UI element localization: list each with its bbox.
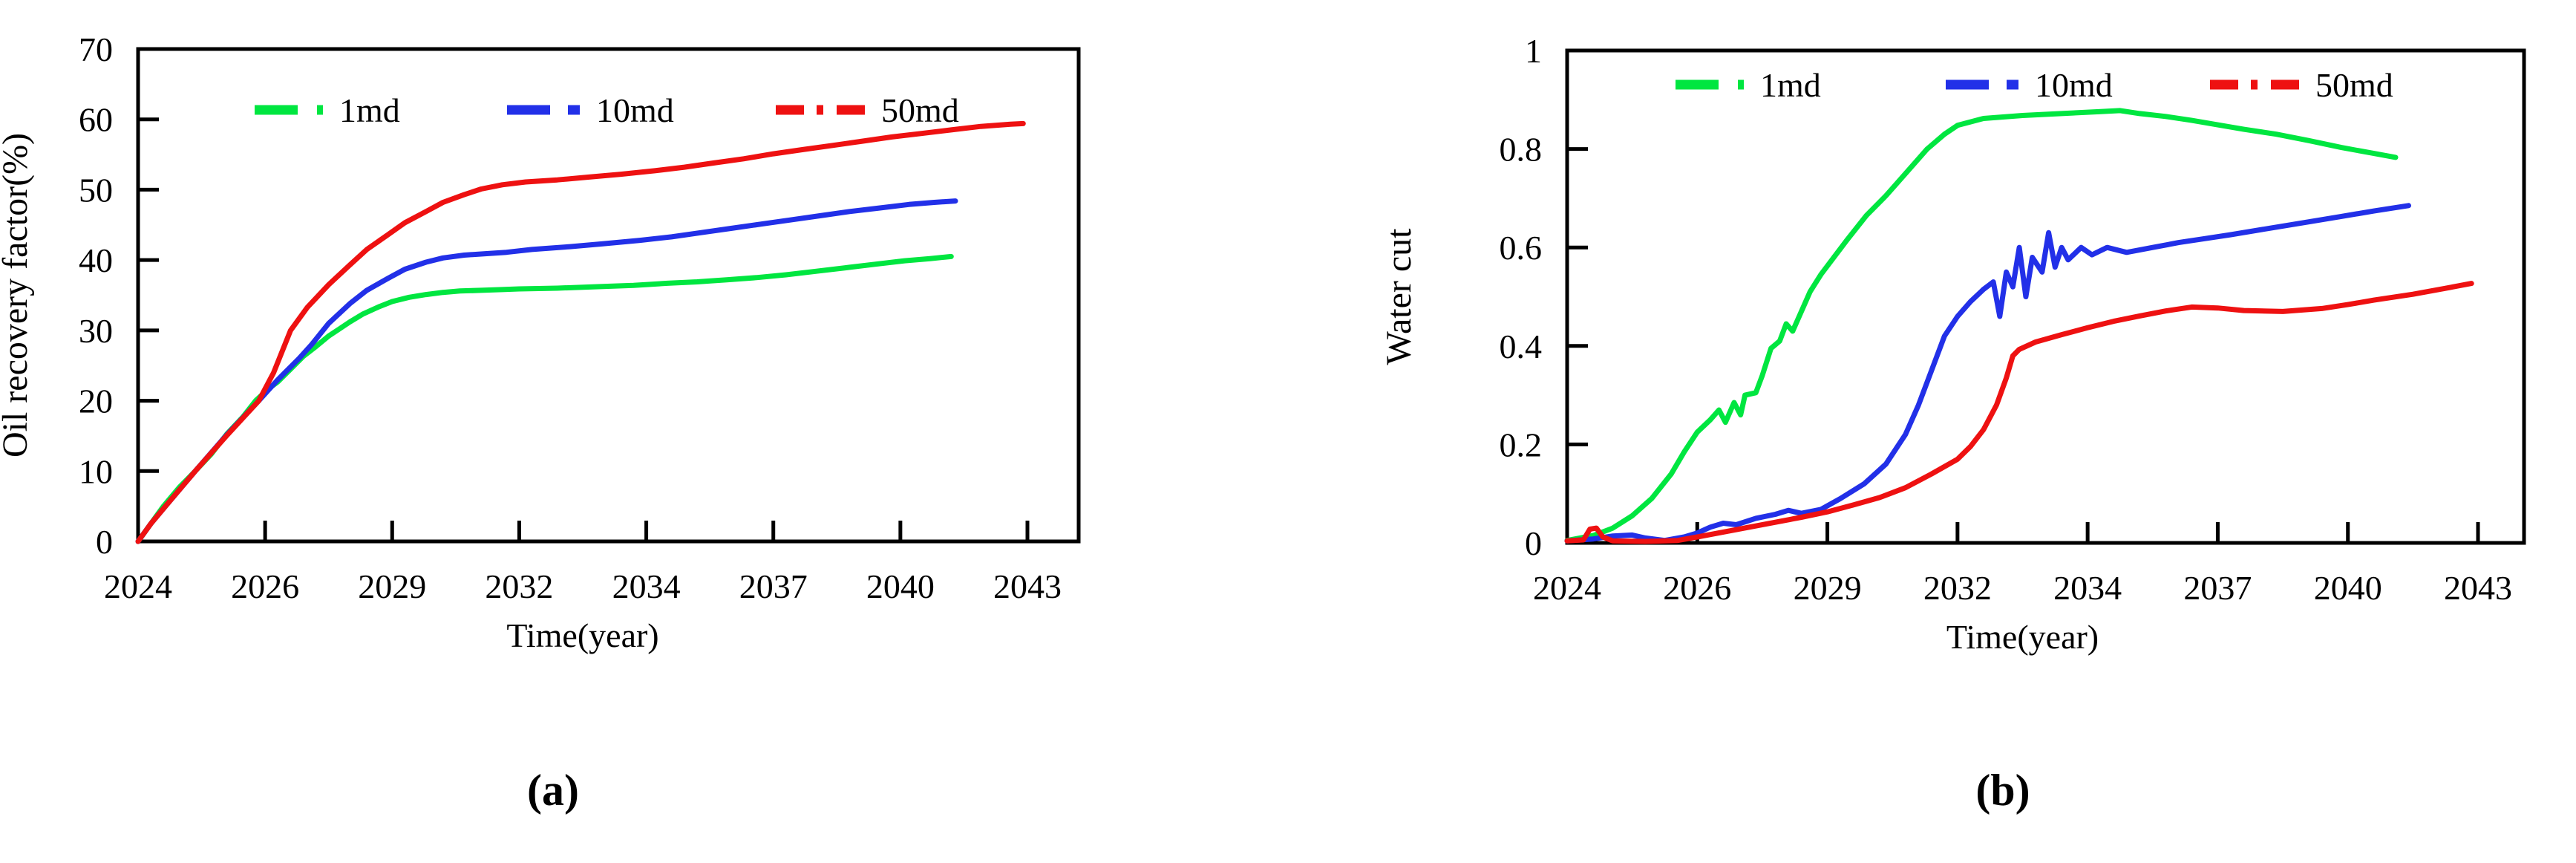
legend-item: 50md xyxy=(776,91,959,129)
y-tick-label: 1 xyxy=(1525,32,1542,70)
y-tick-label: 70 xyxy=(79,30,113,68)
x-tick-label: 2026 xyxy=(231,567,299,605)
x-tick-label: 2032 xyxy=(485,567,553,605)
y-tick-label: 0.2 xyxy=(1500,426,1543,463)
legend-label: 50md xyxy=(881,91,959,129)
y-tick-label: 0.8 xyxy=(1500,131,1543,169)
y-tick-label: 20 xyxy=(79,382,113,420)
x-tick-label: 2037 xyxy=(739,567,808,605)
y-axis-title: Water cut xyxy=(1379,228,1419,365)
series-1md xyxy=(1564,108,2399,544)
x-tick-label: 2029 xyxy=(1794,569,1862,607)
y-tick-label: 60 xyxy=(79,101,113,139)
legend-item: 50md xyxy=(2210,66,2393,104)
legend-item: 10md xyxy=(507,91,674,129)
legend-item: 1md xyxy=(255,91,400,129)
plot-border xyxy=(1565,48,2526,545)
series-50md xyxy=(135,120,1026,544)
series-10md xyxy=(1564,203,2411,544)
series-10md xyxy=(135,198,958,544)
legend-item: 1md xyxy=(1676,66,1821,104)
y-tick-label: 40 xyxy=(79,241,113,279)
series-50md xyxy=(1564,281,2474,544)
y-tick-label: 0.4 xyxy=(1500,328,1543,365)
x-axis-title: Time(year) xyxy=(1946,618,2099,656)
x-axis-title: Time(year) xyxy=(506,616,658,654)
legend-label: 1md xyxy=(339,91,400,129)
x-tick-label: 2026 xyxy=(1663,569,1731,607)
x-tick-label: 2024 xyxy=(104,567,172,605)
chart-oil-recovery: 0 10 20 30 40 50 60 70 2024 2026 2029 2032 2034 2037 2… xyxy=(0,30,1081,654)
x-tick-label: 2034 xyxy=(2053,569,2122,607)
plot-border xyxy=(136,47,1081,544)
x-tick-label: 2043 xyxy=(993,567,1062,605)
y-axis-title: Oil recovery factor(%) xyxy=(0,133,35,457)
chart-water-cut: 0 0.2 0.4 0.6 0.8 1 2024 2026 2029 2032 2034 2037 20… xyxy=(1379,32,2526,656)
x-tick-label: 2024 xyxy=(1533,569,1601,607)
x-tick-label: 2037 xyxy=(2183,569,2252,607)
x-tick-label: 2029 xyxy=(358,567,426,605)
legend-item: 10md xyxy=(1946,66,2113,104)
x-tick-label: 2040 xyxy=(2314,569,2382,607)
x-tick-label: 2043 xyxy=(2444,569,2512,607)
legend-label: 50md xyxy=(2315,66,2393,104)
y-tick-label: 0 xyxy=(1525,524,1542,562)
y-tick-label: 0 xyxy=(96,523,113,561)
caption-panel-a: (a) xyxy=(527,766,579,815)
y-tick-label: 30 xyxy=(79,312,113,350)
y-tick-label: 10 xyxy=(79,452,113,490)
x-tick-label: 2040 xyxy=(866,567,935,605)
y-tick-label: 0.6 xyxy=(1500,229,1543,267)
x-tick-label: 2034 xyxy=(612,567,681,605)
x-tick-label: 2032 xyxy=(1923,569,1992,607)
caption-panel-b: (b) xyxy=(1975,766,2030,815)
legend-label: 10md xyxy=(2035,66,2113,104)
y-tick-label: 50 xyxy=(79,171,113,209)
legend-label: 10md xyxy=(596,91,674,129)
legend-label: 1md xyxy=(1760,66,1821,104)
